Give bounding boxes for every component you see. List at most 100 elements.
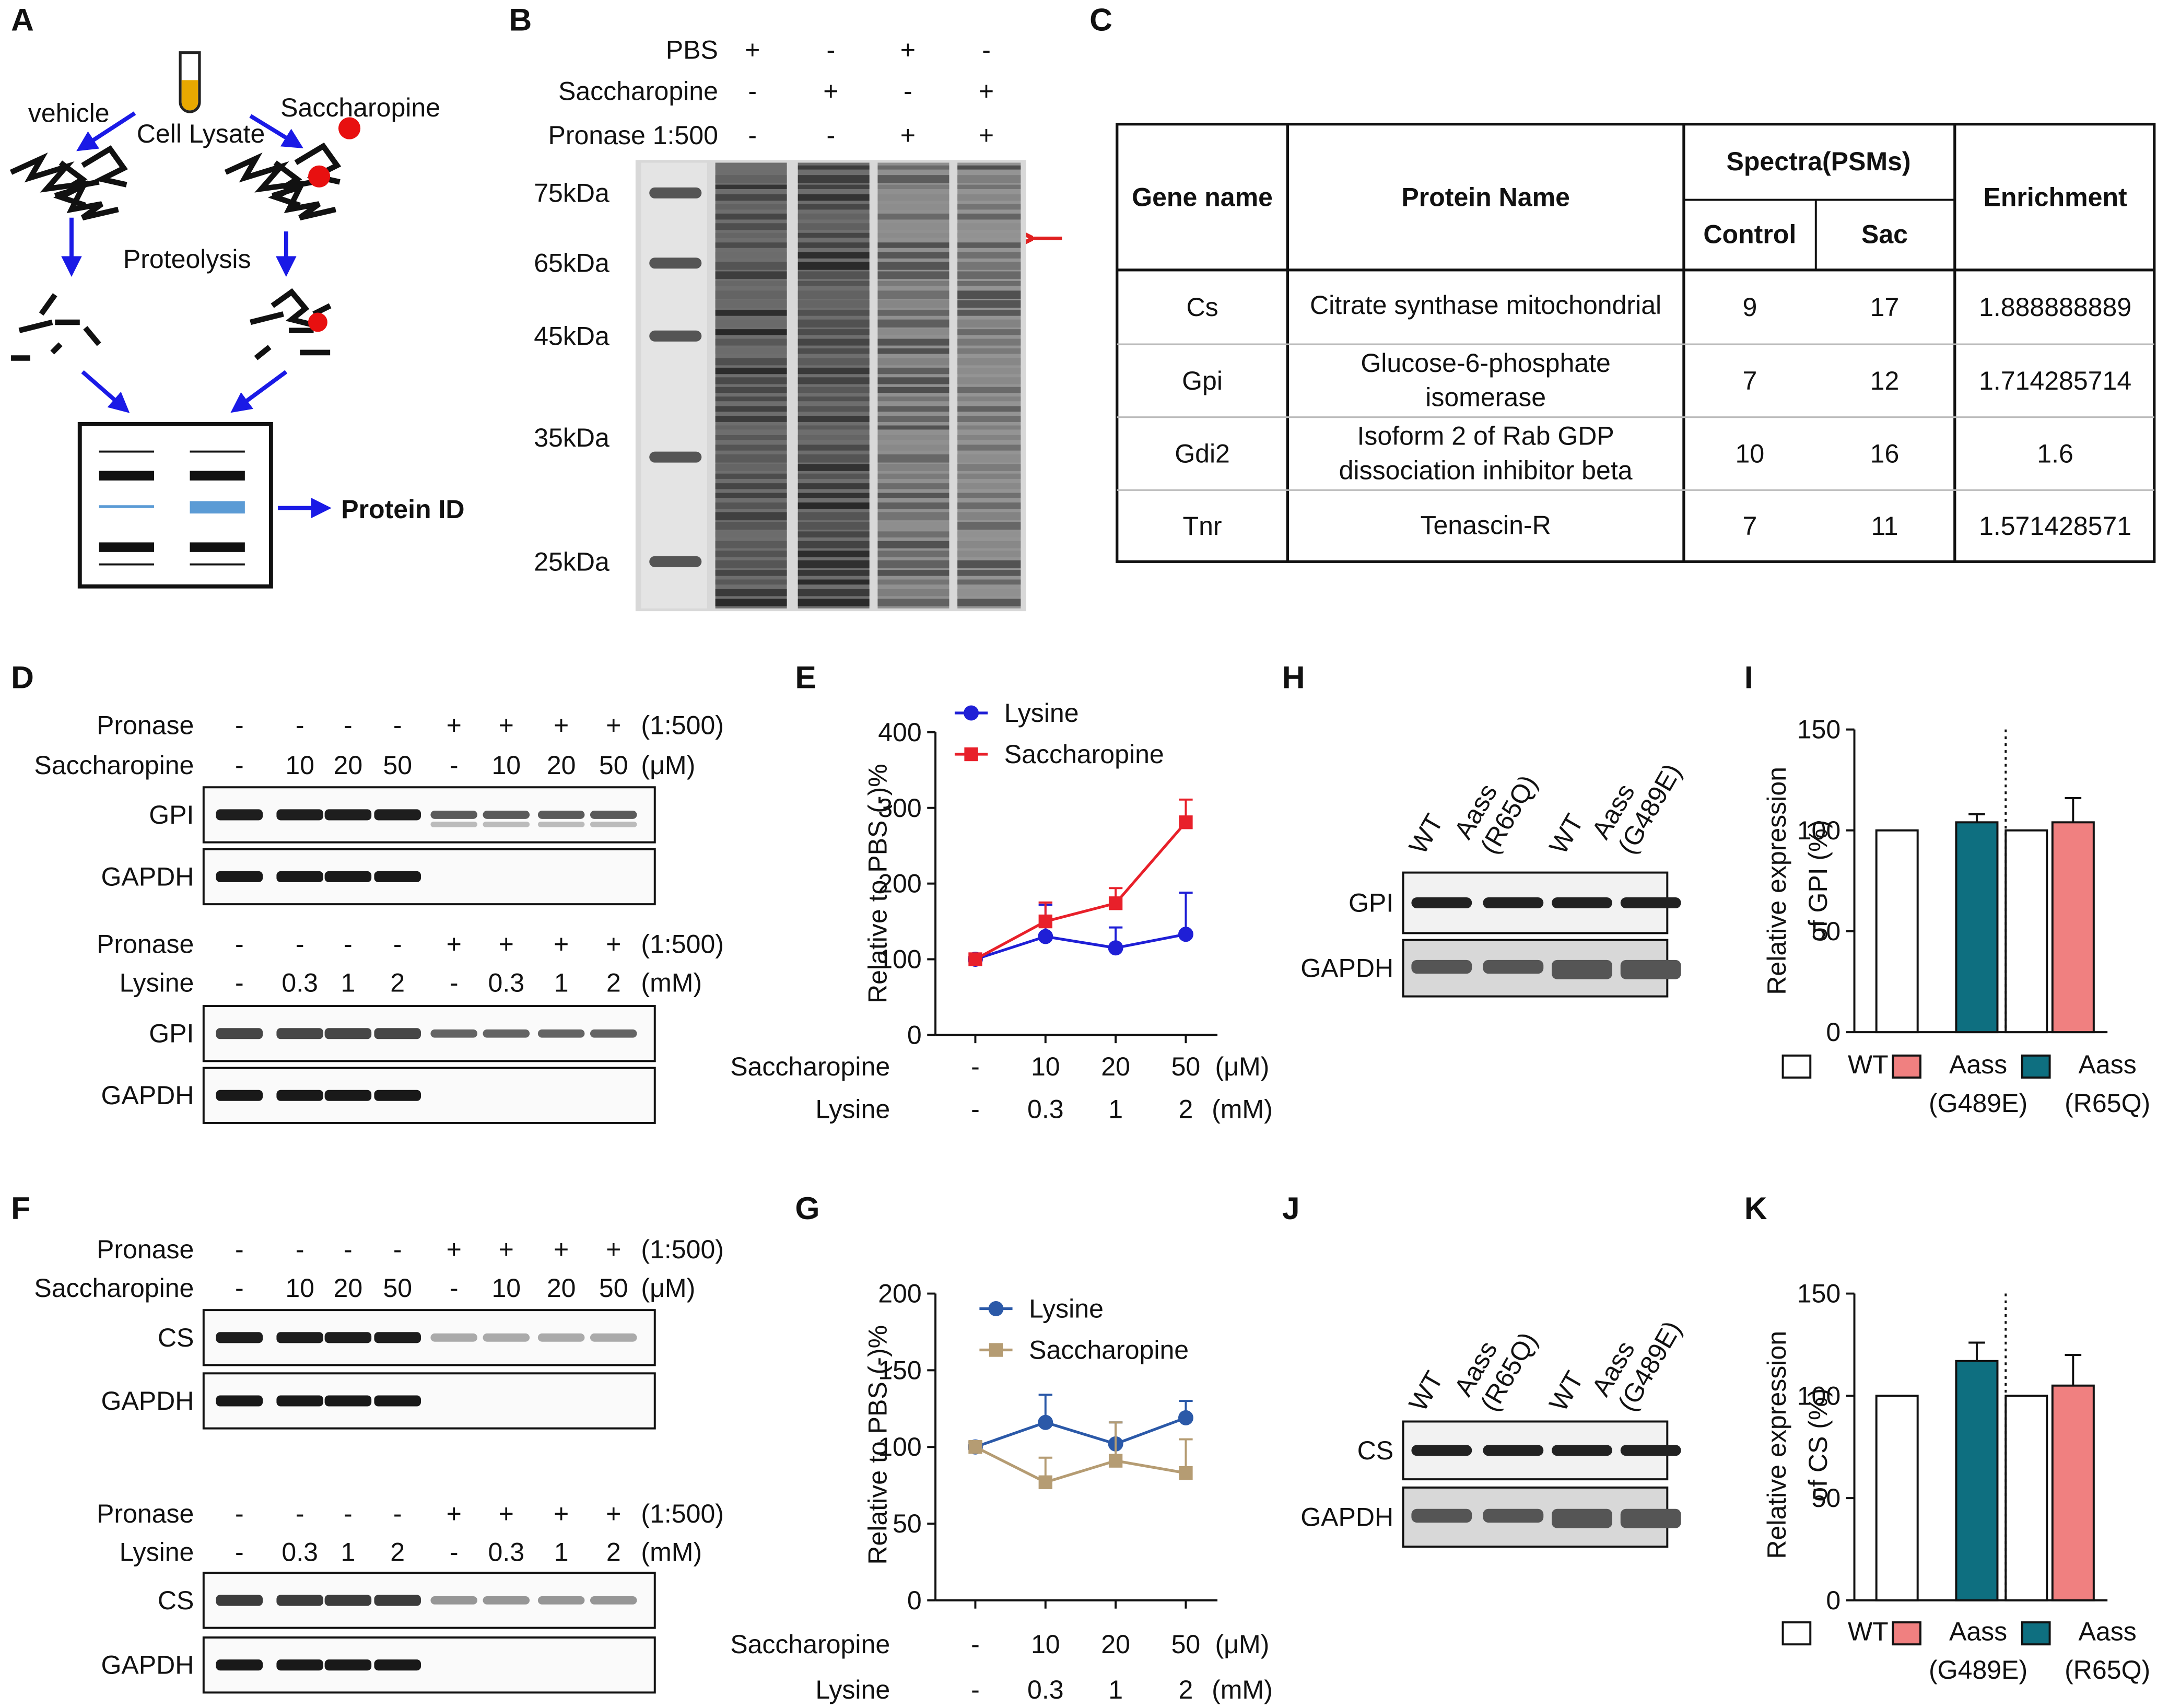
label: Saccharopine bbox=[280, 93, 440, 122]
table-cell: Glucose-6-phosphate isomerase bbox=[1361, 349, 1611, 413]
point bbox=[968, 952, 982, 966]
blot bbox=[202, 1572, 656, 1629]
table-cell-box: Citrate synthase mitochondrial bbox=[1310, 292, 1661, 321]
gel-stripe bbox=[715, 435, 787, 440]
lane-label: + bbox=[499, 711, 514, 740]
lane-label: - bbox=[296, 1235, 304, 1264]
gel-stripe bbox=[715, 184, 787, 189]
lane-label: 50 bbox=[599, 751, 628, 780]
lane-label: 20 bbox=[547, 751, 576, 780]
panel-label: I bbox=[1744, 660, 1753, 695]
lane-label: - bbox=[235, 1273, 244, 1303]
y-tick-label: 100 bbox=[878, 944, 921, 974]
lane-label: + bbox=[447, 930, 462, 959]
gel-stripe bbox=[957, 300, 1021, 308]
gel-stripe bbox=[957, 599, 1021, 606]
gel-stripe bbox=[877, 290, 949, 299]
legend-label: Aass (G489E) bbox=[1929, 1051, 2028, 1119]
x-unit-label: (mM) bbox=[1212, 1095, 1273, 1124]
lane-label: + bbox=[447, 1235, 462, 1264]
band bbox=[483, 811, 530, 819]
y-axis-label: Relative to PBS (-)% bbox=[863, 1325, 892, 1565]
y-tick-label: 150 bbox=[1797, 715, 1841, 744]
sign: + bbox=[979, 121, 994, 150]
band bbox=[216, 1332, 263, 1343]
label: Proteolysis bbox=[123, 244, 251, 274]
y-tick-label: 50 bbox=[1812, 917, 1841, 946]
panel-label: D bbox=[11, 660, 34, 695]
y-tick-label: 50 bbox=[1812, 1483, 1841, 1513]
gel-stripe bbox=[877, 194, 949, 201]
gel-stripe bbox=[957, 464, 1021, 471]
band bbox=[590, 1333, 637, 1342]
band bbox=[374, 1028, 421, 1039]
gel-stripe bbox=[798, 204, 870, 210]
table-cell: 11 bbox=[1871, 511, 1898, 541]
band bbox=[1552, 1508, 1612, 1528]
gel-stripe bbox=[877, 512, 949, 521]
band bbox=[1483, 960, 1544, 974]
band bbox=[374, 809, 421, 821]
table-cell-box: Tenascin-R bbox=[1420, 512, 1551, 541]
lane-label: 2 bbox=[390, 1538, 405, 1567]
gel-stripe bbox=[877, 560, 949, 568]
point bbox=[1108, 896, 1123, 910]
panel-label: F bbox=[11, 1190, 30, 1226]
gel-stripe bbox=[798, 175, 870, 183]
gel-stripe bbox=[715, 271, 787, 279]
gel-stripe bbox=[798, 502, 870, 509]
sign: + bbox=[745, 35, 760, 64]
gel-stripe bbox=[877, 204, 949, 210]
legend-label-box: Aass (R65Q) bbox=[2065, 1618, 2151, 1686]
x-tick-label: - bbox=[971, 1675, 980, 1704]
gel-stripe bbox=[957, 367, 1021, 375]
gel-stripe bbox=[877, 242, 949, 248]
gel-stripe bbox=[715, 280, 787, 286]
gel-stripe bbox=[957, 262, 1021, 270]
legend-marker bbox=[989, 1343, 1003, 1357]
gel-stripe bbox=[798, 483, 870, 489]
sign: - bbox=[904, 76, 912, 106]
lane-label: 20 bbox=[334, 1273, 363, 1303]
unit-label: (μM) bbox=[641, 1273, 695, 1303]
point bbox=[1038, 1475, 1052, 1489]
table-cell: 9 bbox=[1742, 293, 1757, 322]
lane-label: 50 bbox=[383, 1273, 412, 1303]
error-bar bbox=[2065, 797, 2082, 823]
sign: - bbox=[748, 76, 757, 106]
lane-label: - bbox=[296, 711, 304, 740]
band bbox=[216, 1395, 263, 1407]
band bbox=[276, 809, 323, 821]
band-label: GPI bbox=[149, 1019, 194, 1048]
x-tick-label: 0.3 bbox=[1027, 1095, 1064, 1124]
band-label: GPI bbox=[1349, 888, 1393, 918]
gel-stripe bbox=[877, 367, 949, 375]
gel-stripe bbox=[877, 541, 949, 548]
lane-label: - bbox=[450, 751, 459, 780]
gel-stripe bbox=[798, 329, 870, 335]
panel-label: J bbox=[1282, 1190, 1300, 1226]
lane-label: + bbox=[554, 930, 569, 959]
y-tick-label: 200 bbox=[878, 1279, 921, 1308]
gel-band bbox=[649, 451, 702, 463]
band bbox=[1411, 897, 1472, 909]
point bbox=[1178, 1410, 1193, 1425]
gel-stripe bbox=[957, 579, 1021, 585]
gel-stripe bbox=[957, 280, 1021, 286]
x-row-label: Saccharopine bbox=[730, 1052, 890, 1081]
table-cell: Cs bbox=[1186, 293, 1218, 322]
band bbox=[276, 1659, 323, 1671]
table-cell: Isoform 2 of Rab GDP dissociation inhibi… bbox=[1339, 422, 1633, 486]
blot bbox=[202, 1067, 656, 1124]
gel-stripe bbox=[877, 358, 949, 366]
gel-stripe bbox=[798, 348, 870, 354]
legend-swatch bbox=[2021, 1621, 2051, 1646]
band bbox=[324, 1395, 372, 1407]
x-tick-label: 1 bbox=[1108, 1095, 1123, 1124]
lane-label: + bbox=[447, 1499, 462, 1528]
legend-marker bbox=[964, 747, 978, 762]
legend-label: Aass (R65Q) bbox=[2065, 1618, 2151, 1686]
gel-stripe bbox=[957, 502, 1021, 509]
gel-stripe bbox=[715, 570, 787, 576]
lane-label: 0.3 bbox=[282, 968, 318, 997]
